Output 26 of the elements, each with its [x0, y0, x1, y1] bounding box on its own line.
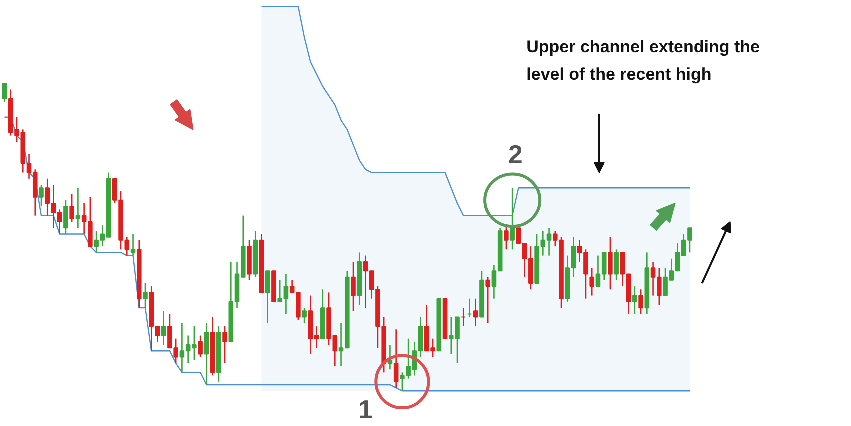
annotation: 2 [508, 140, 523, 170]
candlestick [351, 261, 356, 312]
candlestick [161, 310, 166, 346]
candlestick [473, 298, 478, 328]
candlestick [2, 82, 8, 103]
candlestick [130, 234, 136, 256]
annotation: Upper channel extending the level of the recent high [526, 37, 760, 84]
candlestick [222, 326, 228, 364]
candlestick [632, 286, 638, 315]
candlestick [70, 194, 74, 223]
candlestick [590, 267, 594, 296]
text: 1 [358, 394, 373, 424]
candlestick [394, 328, 399, 389]
candlestick [143, 282, 148, 309]
candlestick [486, 276, 490, 324]
candlestick [614, 248, 619, 282]
candlestick [302, 307, 307, 324]
candlestick [638, 288, 644, 315]
candlestick [76, 187, 81, 229]
candlestick [39, 184, 44, 208]
candlestick [198, 335, 203, 358]
candlestick [510, 187, 515, 250]
candlestick [64, 200, 68, 235]
candlestick [204, 322, 210, 386]
candlestick [265, 270, 270, 324]
candlestick [608, 236, 613, 290]
